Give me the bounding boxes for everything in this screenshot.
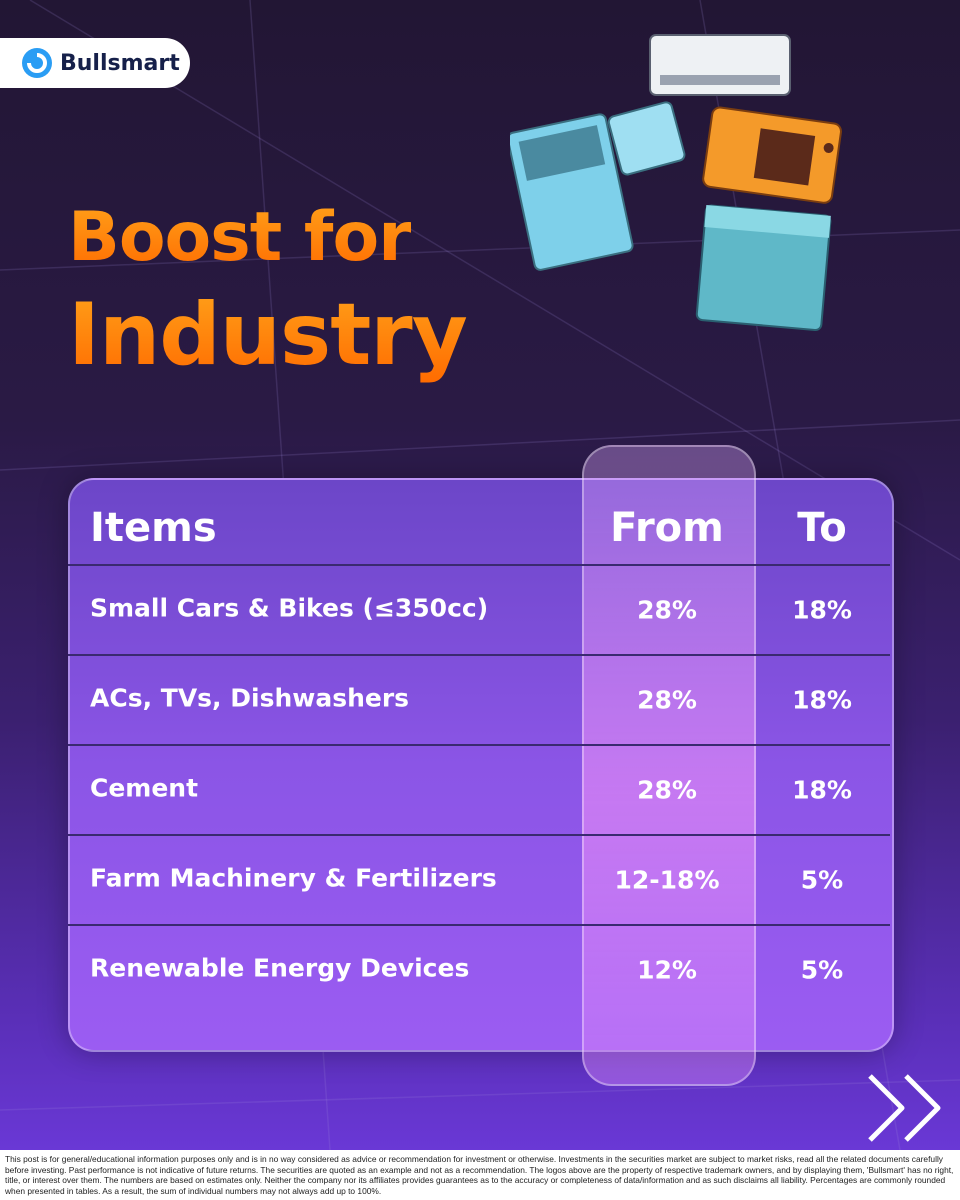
disclaimer: This post is for general/educational inf… xyxy=(0,1150,960,1200)
rate-cell: 18% xyxy=(792,595,852,625)
item-cell: Renewable Energy Devices xyxy=(90,953,470,983)
row-separator xyxy=(68,744,890,746)
row-separator xyxy=(68,924,890,926)
rate-cell: 28% xyxy=(637,775,697,805)
title-line: Boost for xyxy=(68,198,412,277)
appliances xyxy=(510,34,842,331)
logo-icon xyxy=(22,48,52,78)
row-separator xyxy=(68,564,890,566)
rate-cell: 12% xyxy=(637,955,697,985)
column-header: From xyxy=(610,505,724,551)
column-header: To xyxy=(797,505,847,551)
rate-cell: 5% xyxy=(800,865,844,895)
item-cell: ACs, TVs, Dishwashers xyxy=(90,683,410,713)
rate-cell: 28% xyxy=(637,685,697,715)
row-separator xyxy=(68,654,890,656)
brand: Bullsmart xyxy=(60,50,180,76)
column-header: Items xyxy=(90,505,217,551)
logo: Bullsmart xyxy=(0,38,190,88)
next-arrows xyxy=(868,1074,941,1142)
item-cell: Cement xyxy=(90,773,199,803)
row-separator xyxy=(68,834,890,836)
column-highlight xyxy=(582,445,756,1086)
rate-cell: 18% xyxy=(792,685,852,715)
item-cell: Small Cars & Bikes (≤350cc) xyxy=(90,593,489,623)
rate-cell: 5% xyxy=(800,955,844,985)
rate-cell: 12-18% xyxy=(614,865,720,895)
rate-cell: 28% xyxy=(637,595,697,625)
rate-cell: 18% xyxy=(792,775,852,805)
table xyxy=(68,478,894,1052)
item-cell: Farm Machinery & Fertilizers xyxy=(90,863,497,893)
title-line: Industry xyxy=(68,285,468,385)
